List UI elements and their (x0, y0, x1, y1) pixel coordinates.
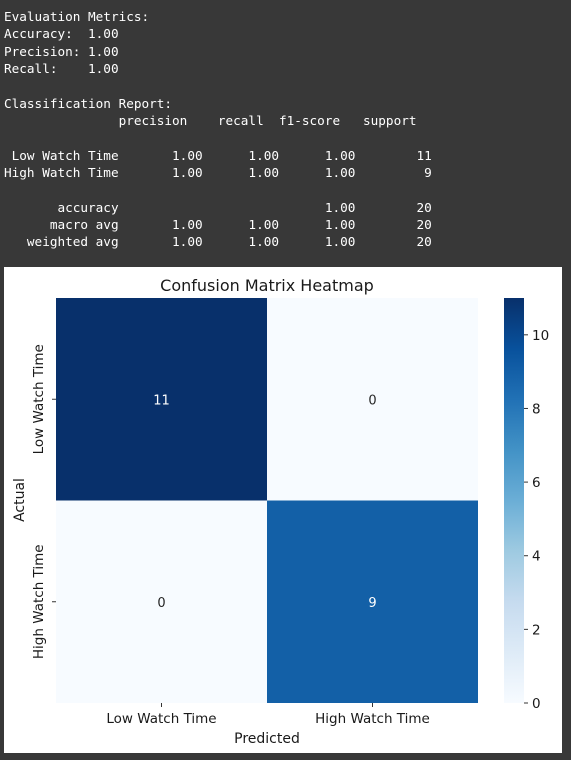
output-line: Evaluation Metrics: (4, 9, 150, 24)
output-line: Low Watch Time 1.00 1.00 1.00 11 (4, 147, 432, 163)
colorbar (504, 298, 524, 703)
x-tick-label: High Watch Time (315, 711, 430, 727)
colorbar-tick-label: 4 (532, 549, 541, 565)
colorbar-tick-label: 8 (532, 401, 541, 417)
output-line: Recall: 1.00 (4, 61, 119, 77)
y-tick-label: Low Watch Time (31, 344, 47, 454)
cell-value-label: 0 (368, 393, 376, 408)
cell-output-text: Evaluation Metrics: Accuracy: 1.00 Preci… (4, 8, 432, 251)
output-line: Accuracy: 1.00 (4, 26, 119, 42)
output-line: weighted avg 1.00 1.00 1.00 20 (4, 234, 432, 250)
colorbar-tick-label: 2 (532, 622, 541, 638)
cell-value-label: 9 (368, 596, 376, 611)
heatmap-cell (267, 298, 478, 501)
chart-title: Confusion Matrix Heatmap (160, 276, 374, 295)
colorbar-tick-label: 6 (532, 475, 541, 491)
cell-value-label: 0 (157, 596, 165, 611)
heatmap-figure: Confusion Matrix Heatmap 11 0 0 9 0 2 4 6 8 10 L… (4, 267, 562, 753)
output-line: Precision: 1.00 (4, 43, 119, 59)
heatmap-cell (56, 298, 267, 501)
output-line: Classification Report: (4, 95, 173, 111)
heatmap-cell (56, 500, 267, 703)
colorbar-tick-label: 0 (532, 696, 541, 712)
y-tick-label: High Watch Time (31, 544, 47, 659)
output-line: accuracy 1.00 20 (4, 199, 432, 215)
x-tick-label: Low Watch Time (106, 711, 216, 727)
output-line: macro avg 1.00 1.00 1.00 20 (4, 217, 432, 233)
cell-value-label: 11 (153, 393, 170, 408)
output-line: precision recall f1-score support (4, 113, 417, 129)
x-axis-label: Predicted (234, 731, 300, 747)
confusion-matrix-heatmap: Confusion Matrix Heatmap 11 0 0 9 0 2 4 6 8 10 L… (12, 276, 549, 747)
heatmap-cell (267, 500, 478, 703)
output-line: High Watch Time 1.00 1.00 1.00 9 (4, 165, 432, 181)
colorbar-tick-label: 10 (532, 328, 549, 344)
y-axis-label: Actual (12, 478, 28, 522)
